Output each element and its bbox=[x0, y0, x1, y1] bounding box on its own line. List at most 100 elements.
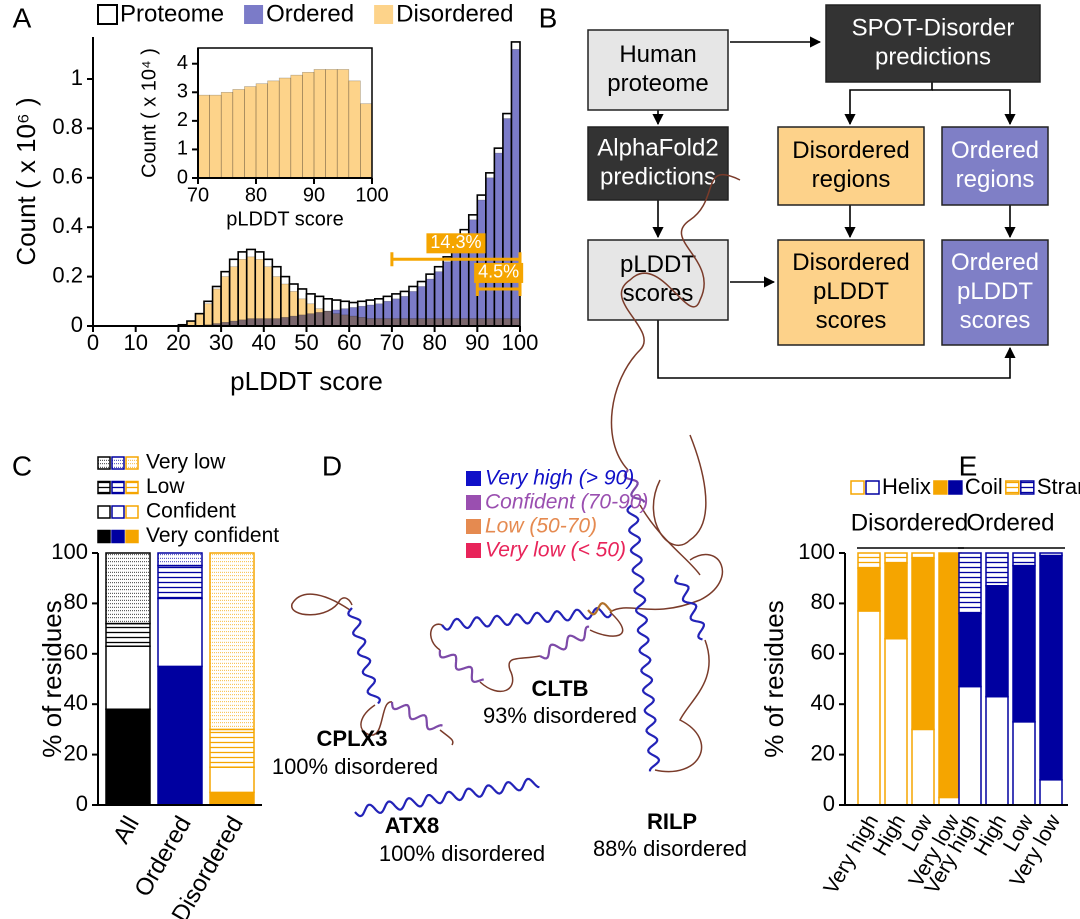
node-box bbox=[587, 126, 729, 201]
bar-segment bbox=[985, 585, 1009, 698]
x-tick-label: Very high bbox=[819, 811, 883, 898]
y-tick-label: 0 bbox=[177, 166, 188, 188]
panel-label: A bbox=[13, 2, 32, 33]
legend-label: Very confident bbox=[146, 524, 279, 547]
legend-swatch bbox=[1005, 480, 1020, 495]
y-tick-label: 100 bbox=[798, 539, 835, 564]
histogram-bar bbox=[348, 315, 359, 327]
x-tick-label: 20 bbox=[166, 330, 190, 355]
legend-swatch bbox=[244, 5, 264, 24]
helix bbox=[354, 777, 540, 818]
histogram-bar bbox=[357, 317, 367, 327]
x-tick-label: 30 bbox=[209, 330, 233, 355]
histogram-bar bbox=[280, 283, 290, 327]
y-tick-label: 60 bbox=[64, 640, 88, 665]
histogram-bar bbox=[325, 69, 338, 179]
node-label: regions bbox=[812, 166, 891, 193]
histogram-bar bbox=[209, 94, 222, 179]
legend-swatch bbox=[850, 480, 865, 495]
bar-segment bbox=[938, 796, 962, 806]
helix bbox=[390, 701, 443, 731]
y-tick-label: 0.6 bbox=[52, 164, 83, 189]
annotation-label: 14.3% bbox=[430, 232, 481, 252]
bar-segment bbox=[157, 665, 203, 806]
node-label: Ordered bbox=[951, 249, 1039, 276]
bar-segment bbox=[1012, 564, 1036, 723]
x-tick-label: 100 bbox=[355, 184, 388, 206]
bar-segment bbox=[105, 552, 151, 625]
legend-swatch bbox=[933, 480, 948, 495]
node-box bbox=[825, 4, 1041, 83]
node-box bbox=[587, 239, 729, 321]
histogram-bar bbox=[297, 298, 307, 327]
histogram-bar bbox=[229, 266, 239, 327]
histogram-bar bbox=[246, 256, 256, 327]
arrow bbox=[657, 320, 1016, 379]
node-box bbox=[777, 126, 925, 206]
bar-segment bbox=[884, 552, 908, 564]
y-tick-label: 40 bbox=[811, 690, 835, 715]
node-label: Human bbox=[619, 41, 696, 68]
legend-label: Ordered bbox=[266, 0, 354, 27]
histogram-bar bbox=[451, 318, 461, 327]
legend-swatch bbox=[125, 529, 139, 544]
protein-name: CPLX3 bbox=[317, 726, 388, 751]
legend-swatch bbox=[466, 519, 481, 534]
histogram-bar bbox=[383, 318, 393, 327]
bar-segment bbox=[857, 567, 881, 612]
node-box bbox=[941, 239, 1049, 346]
helix bbox=[626, 504, 661, 772]
arrow bbox=[844, 82, 933, 126]
histogram-bar bbox=[314, 308, 324, 327]
y-tick-label: 0 bbox=[76, 791, 88, 816]
histogram-bar bbox=[336, 69, 350, 179]
y-tick-label: 3 bbox=[177, 81, 188, 103]
node-label: regions bbox=[956, 166, 1035, 193]
x-tick-label: All bbox=[108, 812, 145, 849]
y-tick-label: 1 bbox=[177, 138, 188, 160]
bar-segment bbox=[884, 637, 908, 806]
bar-segment bbox=[1012, 552, 1036, 567]
bar-segment bbox=[857, 610, 881, 806]
histogram-bar bbox=[434, 318, 444, 327]
x-axis-label: pLDDT score bbox=[226, 208, 343, 230]
y-axis-label: Count ( x 10⁶ ) bbox=[11, 97, 41, 265]
node-label: predictions bbox=[875, 43, 991, 70]
legend-label: Very low (< 50) bbox=[485, 539, 626, 562]
x-tick-label: 10 bbox=[123, 330, 147, 355]
histogram-bar bbox=[434, 271, 444, 327]
y-axis-label: % of residues bbox=[37, 600, 67, 758]
node-label: proteome bbox=[607, 70, 708, 97]
legend-label: Very high (> 90) bbox=[485, 467, 634, 490]
histogram-bar bbox=[203, 303, 213, 327]
histogram-bar bbox=[468, 318, 478, 327]
node-label: pLDDT bbox=[813, 278, 889, 305]
bar-segment bbox=[1012, 721, 1036, 806]
x-tick-label: 60 bbox=[337, 330, 361, 355]
y-tick-label: 80 bbox=[811, 589, 835, 614]
legend-swatch bbox=[374, 5, 394, 24]
histogram-bar bbox=[442, 318, 452, 327]
histogram-bar bbox=[391, 318, 401, 327]
coil bbox=[430, 553, 724, 693]
coil bbox=[652, 434, 707, 547]
y-axis-label: % of residues bbox=[759, 600, 789, 758]
x-tick-label: 90 bbox=[465, 330, 489, 355]
x-axis-label: pLDDT score bbox=[230, 366, 383, 396]
legend-swatch bbox=[466, 471, 481, 486]
histogram-bar bbox=[485, 177, 495, 327]
legend-label: Confident (70-90) bbox=[485, 491, 648, 514]
histogram-bar bbox=[476, 318, 487, 327]
histogram-bar bbox=[348, 80, 361, 179]
x-tick-label: 70 bbox=[187, 184, 209, 206]
helix bbox=[441, 606, 613, 631]
x-tick-label: 80 bbox=[422, 330, 446, 355]
histogram-bar bbox=[442, 261, 452, 327]
panel-label: C bbox=[12, 450, 32, 481]
histogram-bar bbox=[244, 86, 257, 179]
legend-swatch bbox=[948, 480, 963, 495]
histogram-bar bbox=[290, 74, 303, 179]
x-tick-label: 100 bbox=[502, 330, 539, 355]
histogram-bar bbox=[323, 310, 333, 327]
bar-segment bbox=[209, 552, 255, 731]
